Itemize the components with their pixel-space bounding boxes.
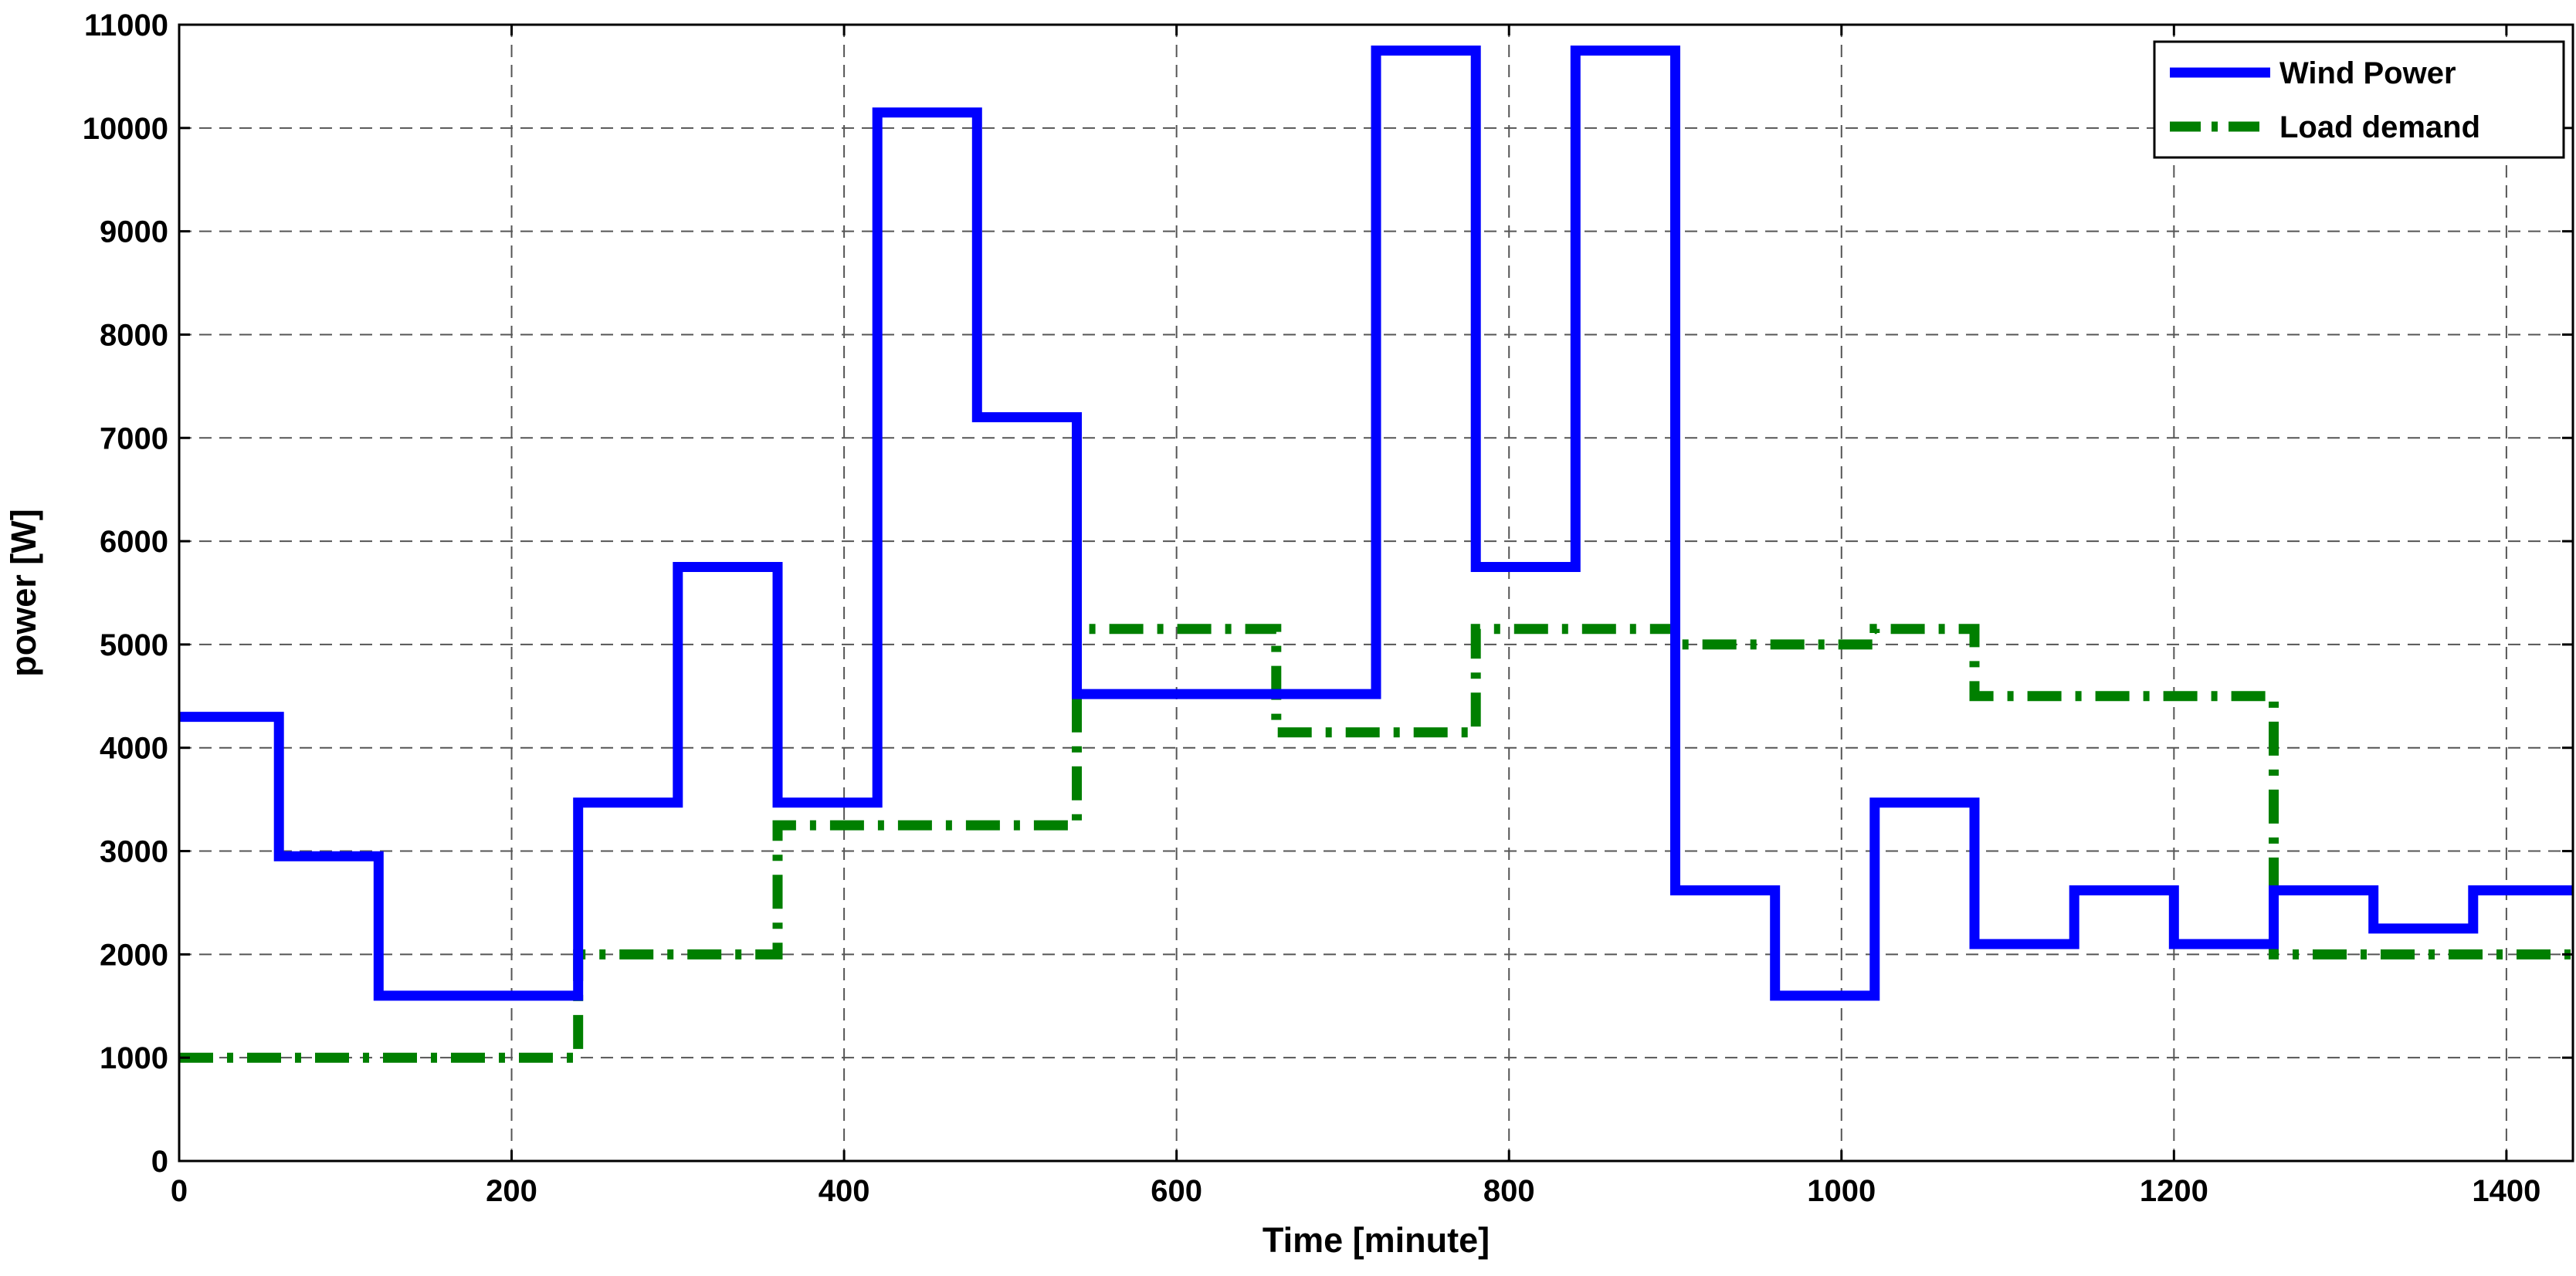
- series-line-wind-power: [179, 46, 2573, 1001]
- y-tick-label: 0: [151, 1145, 168, 1179]
- y-tick-label: 9000: [100, 215, 168, 249]
- series-line-load-demand: [179, 624, 2573, 1063]
- y-tick-label: 2000: [100, 938, 168, 972]
- y-tick-label: 6000: [100, 525, 168, 559]
- x-tick-label: 400: [819, 1174, 870, 1208]
- x-tick-label: 1000: [1807, 1174, 1876, 1208]
- legend-label-wind-power: Wind Power: [2279, 56, 2456, 90]
- x-tick-label: 200: [486, 1174, 537, 1208]
- legend-label-load-demand: Load demand: [2279, 110, 2480, 144]
- y-tick-label: 4000: [100, 732, 168, 766]
- x-tick-label: 600: [1151, 1174, 1202, 1208]
- x-tick-label: 1400: [2472, 1174, 2540, 1208]
- y-tick-label: 1000: [100, 1041, 168, 1075]
- y-tick-label: 5000: [100, 628, 168, 662]
- y-tick-label: 8000: [100, 318, 168, 352]
- x-tick-label: 0: [171, 1174, 188, 1208]
- axis-ticks: 0 200 400 600 800 1000 1200 1400 0 1000 2000 3000 40…: [83, 8, 2573, 1208]
- plot-frame: [178, 23, 2574, 1163]
- legend: Wind Power Load demand: [2153, 40, 2565, 159]
- y-tick-label: 3000: [100, 835, 168, 869]
- y-tick-label: 10000: [83, 112, 168, 146]
- x-axis-title: Time [minute]: [1263, 1220, 1490, 1260]
- x-tick-label: 1200: [2140, 1174, 2208, 1208]
- y-axis-title: power [W]: [4, 509, 43, 676]
- x-tick-label: 800: [1483, 1174, 1535, 1208]
- legend-box: [2153, 40, 2565, 159]
- y-tick-label: 7000: [100, 421, 168, 455]
- y-tick-label: 11000: [84, 8, 168, 42]
- plot-series: [179, 46, 2573, 1063]
